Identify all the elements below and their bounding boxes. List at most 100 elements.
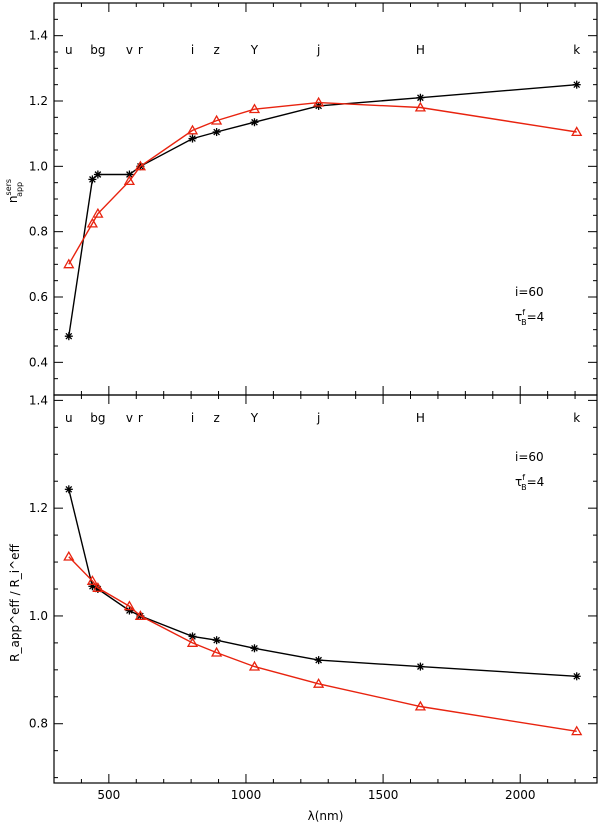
bottom-panel: 0.8 1.0 1.2 1.4 500 1000 1500 2000 λ(nm) u bg v r i z Y… — [8, 393, 598, 823]
band-label: i — [191, 411, 194, 425]
asterisk-stroke — [417, 663, 424, 670]
y-axis-label-text: R_app^eff / R_i^eff — [8, 543, 22, 661]
data-point-asterisk — [416, 93, 425, 102]
asterisk-stroke — [573, 81, 581, 89]
asterisk-stroke — [573, 672, 581, 680]
data-point-asterisk — [188, 134, 197, 143]
data-point-asterisk — [88, 175, 97, 184]
data-point-triangle — [186, 637, 199, 647]
band-label: r — [138, 411, 143, 425]
data-point-triangle — [414, 101, 427, 112]
band-label: r — [138, 43, 143, 57]
annotation-tau: τf B=4 — [515, 473, 544, 492]
series-line — [68, 84, 577, 337]
asterisk-stroke — [417, 94, 424, 102]
data-point-triangle — [571, 126, 583, 137]
tau-value: =4 — [527, 310, 545, 324]
plot-frame — [53, 2, 598, 396]
y-tick-label: 1.4 — [29, 29, 48, 43]
x-tick-label: 2000 — [505, 788, 536, 802]
band-label: i — [191, 43, 194, 57]
y-axis-label-text: nsers app — [4, 179, 24, 203]
data-point-triangle — [134, 160, 147, 171]
data-point-triangle — [312, 96, 325, 107]
y-tick-label: 1.2 — [29, 501, 48, 515]
tau-symbol: τ — [515, 310, 522, 324]
band-label: z — [213, 43, 219, 57]
band-label: k — [573, 43, 580, 57]
asterisk-stroke — [315, 656, 322, 664]
tau-sup: f — [522, 308, 525, 317]
data-point-triangle — [63, 550, 75, 561]
data-point-triangle — [123, 600, 136, 611]
data-point-triangle — [210, 114, 223, 125]
y-tick-label: 0.8 — [29, 225, 48, 239]
annotation-inclination: i=60 — [515, 450, 544, 464]
data-point-triangle — [86, 575, 99, 585]
band-label: z — [213, 411, 219, 425]
data-point-asterisk — [93, 170, 102, 179]
asterisk-stroke — [89, 176, 96, 183]
y-axis-label: nsers app — [4, 179, 24, 203]
band-label: u — [65, 43, 73, 57]
data-point-asterisk — [64, 332, 73, 341]
data-point-triangle — [86, 217, 99, 228]
band-label: Y — [250, 43, 259, 57]
data-point-triangle — [123, 175, 136, 186]
annotation-inclination: i=60 — [515, 285, 544, 299]
y-tick-label: 1.2 — [29, 94, 48, 108]
annotation-tau: τf B=4 — [515, 308, 544, 327]
band-label: j — [316, 43, 320, 57]
tau-symbol: τ — [515, 475, 522, 489]
data-point-asterisk — [125, 170, 134, 179]
data-point-triangle — [414, 700, 427, 711]
data-point-triangle — [92, 582, 104, 592]
data-point-triangle — [92, 207, 104, 218]
tau-value: =4 — [527, 475, 545, 489]
data-point-triangle — [134, 610, 147, 620]
y-tick-label: 1.0 — [29, 609, 48, 623]
data-point-asterisk — [188, 632, 197, 641]
band-label: H — [416, 43, 425, 57]
data-point-triangle — [63, 258, 75, 269]
data-point-asterisk — [572, 672, 581, 681]
asterisk-stroke — [251, 644, 258, 652]
data-point-asterisk — [64, 485, 73, 494]
asterisk-stroke — [189, 135, 196, 142]
y-axis-label: R_app^eff / R_i^eff — [8, 543, 22, 661]
data-point-asterisk — [416, 662, 425, 671]
asterisk-stroke — [94, 171, 102, 178]
band-label: v — [126, 411, 133, 425]
y-tick-label: 1.0 — [29, 159, 48, 173]
y-tick-label: 0.6 — [29, 290, 48, 304]
data-point-triangle — [571, 725, 583, 736]
y-tick-label: 0.8 — [29, 717, 48, 731]
asterisk-stroke — [65, 485, 73, 493]
band-label: H — [416, 411, 425, 425]
band-label: bg — [90, 43, 105, 57]
data-point-asterisk — [250, 644, 259, 653]
tau-sub: B — [521, 483, 527, 492]
series-line — [68, 101, 577, 265]
ylabel-sub: app — [15, 182, 24, 197]
data-point-asterisk — [212, 128, 221, 137]
band-label: u — [65, 411, 73, 425]
asterisk-stroke — [65, 332, 73, 340]
tau-sup: f — [522, 473, 525, 482]
data-point-asterisk — [250, 118, 259, 127]
band-label: v — [126, 43, 133, 57]
x-axis-label: λ(nm) — [308, 809, 344, 823]
tau-sub: B — [521, 318, 527, 327]
asterisk-stroke — [213, 636, 220, 644]
data-point-asterisk — [314, 656, 323, 665]
band-label: k — [573, 411, 580, 425]
asterisk-stroke — [251, 118, 258, 126]
ylabel-main: n — [6, 195, 20, 203]
series-line — [68, 556, 577, 732]
data-point-triangle — [210, 646, 223, 657]
y-tick-label: 0.4 — [29, 355, 48, 369]
series-line — [68, 489, 577, 677]
data-point-triangle — [312, 677, 325, 688]
